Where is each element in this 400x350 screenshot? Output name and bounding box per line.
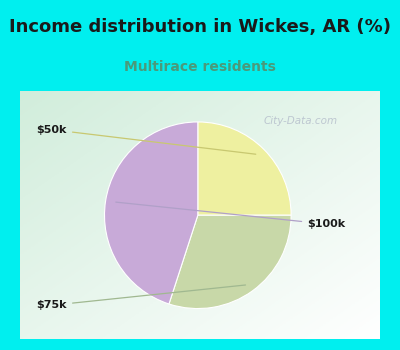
Text: City-Data.com: City-Data.com xyxy=(264,116,338,126)
Text: $100k: $100k xyxy=(116,202,345,229)
Text: Income distribution in Wickes, AR (%): Income distribution in Wickes, AR (%) xyxy=(9,19,391,36)
Wedge shape xyxy=(169,215,291,309)
Text: $50k: $50k xyxy=(37,125,256,154)
Wedge shape xyxy=(198,122,291,215)
Text: Multirace residents: Multirace residents xyxy=(124,60,276,74)
Text: $75k: $75k xyxy=(36,285,246,310)
Wedge shape xyxy=(104,122,198,304)
